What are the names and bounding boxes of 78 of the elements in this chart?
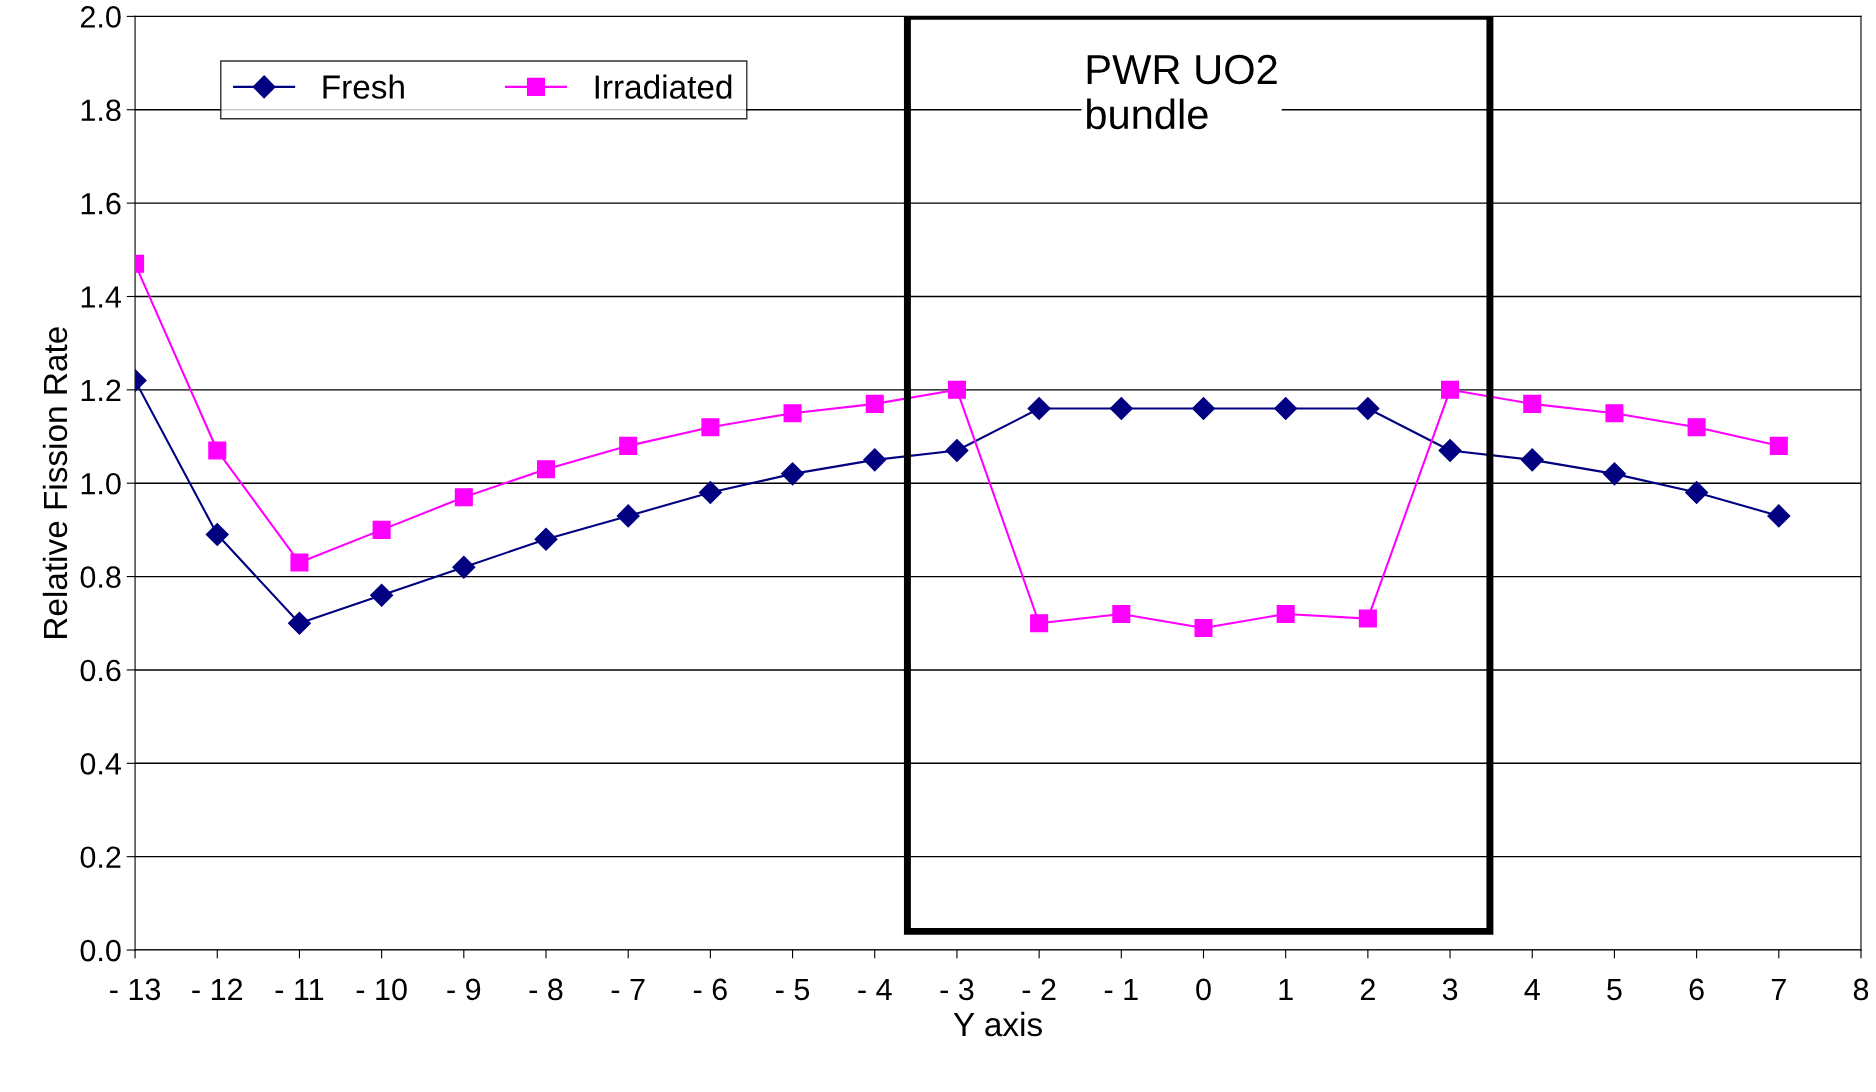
x-tick-label: 3 (1442, 978, 1458, 1001)
x-tick-label: - 1 (1104, 978, 1138, 1000)
point (287, 611, 311, 635)
point (536, 460, 556, 479)
y-tick-label: 0.4 (80, 753, 121, 775)
point (1520, 448, 1544, 472)
point (616, 504, 640, 528)
x-tick-label: 7 (1771, 978, 1786, 1000)
point (1027, 397, 1051, 421)
x-tick-label: - 6 (693, 978, 727, 1001)
point (1769, 436, 1788, 455)
x-axis-title: Y axis (953, 1011, 1042, 1037)
point (1112, 604, 1131, 623)
legend-label: Fresh (323, 74, 404, 99)
point (1356, 397, 1380, 421)
point (1030, 614, 1049, 633)
x-tick-label: - 7 (611, 978, 645, 1000)
y-tick-label: 1.6 (81, 192, 121, 215)
point (1276, 604, 1295, 623)
point (534, 527, 558, 551)
y-tick-label: 0.8 (80, 566, 121, 588)
y-tick-label: 0.6 (80, 659, 121, 682)
x-tick-label: - 5 (776, 978, 810, 1001)
point (452, 555, 476, 579)
legend-label: Irradiated (595, 74, 732, 99)
x-tick-label: 8 (1853, 978, 1869, 1001)
x-tick-label: - 10 (356, 978, 407, 1001)
point (1274, 397, 1298, 421)
x-tick-label: 0 (1196, 978, 1211, 1001)
point (372, 520, 391, 539)
point (698, 481, 722, 505)
point (1192, 397, 1215, 421)
x-tick-label: - 4 (858, 978, 892, 1000)
point (863, 448, 887, 472)
x-tick-label: 5 (1607, 978, 1622, 1001)
point (370, 583, 394, 607)
point (1523, 394, 1542, 413)
point (783, 404, 802, 423)
y-tick-label: 0.2 (80, 846, 121, 869)
point (619, 436, 638, 455)
point (290, 553, 309, 572)
point (1685, 481, 1709, 505)
point (865, 394, 884, 413)
x-tick-label: - 9 (447, 978, 481, 1001)
point (454, 488, 473, 507)
point (1194, 618, 1213, 637)
point (701, 418, 720, 437)
x-tick-label: - 11 (275, 978, 324, 1000)
y-tick-label: 1.4 (81, 286, 121, 308)
x-tick-label: 1 (1279, 978, 1293, 1000)
point (1602, 462, 1626, 486)
y-axis-title: Relative Fission Rate (42, 327, 68, 638)
x-tick-label: 4 (1524, 978, 1540, 1000)
x-tick-label: 6 (1689, 978, 1704, 1001)
y-tick-label: 1.8 (81, 99, 121, 122)
point (1767, 504, 1791, 528)
y-tick-label: 0.0 (80, 939, 121, 962)
x-tick-label: - 13 (110, 978, 161, 1001)
point (1441, 380, 1460, 399)
y-tick-label: 1.0 (81, 472, 121, 495)
x-tick-label: - 8 (529, 978, 563, 1001)
x-tick-label: - 3 (940, 978, 974, 1001)
x-tick-label: 2 (1360, 978, 1375, 1000)
y-tick-label: 1.2 (81, 379, 121, 401)
point (781, 462, 805, 486)
point (1109, 397, 1133, 421)
point (1358, 609, 1377, 628)
point (205, 523, 229, 547)
point (208, 441, 227, 460)
point (947, 380, 966, 399)
point (945, 439, 969, 463)
x-tick-label: - 2 (1022, 978, 1056, 1000)
y-tick-label: 2.0 (80, 6, 121, 28)
point (1687, 418, 1706, 437)
point (1438, 439, 1462, 463)
point (1605, 404, 1624, 423)
x-tick-label: - 12 (192, 978, 243, 1000)
annotation: PWR UO2 bundle (1087, 54, 1277, 130)
